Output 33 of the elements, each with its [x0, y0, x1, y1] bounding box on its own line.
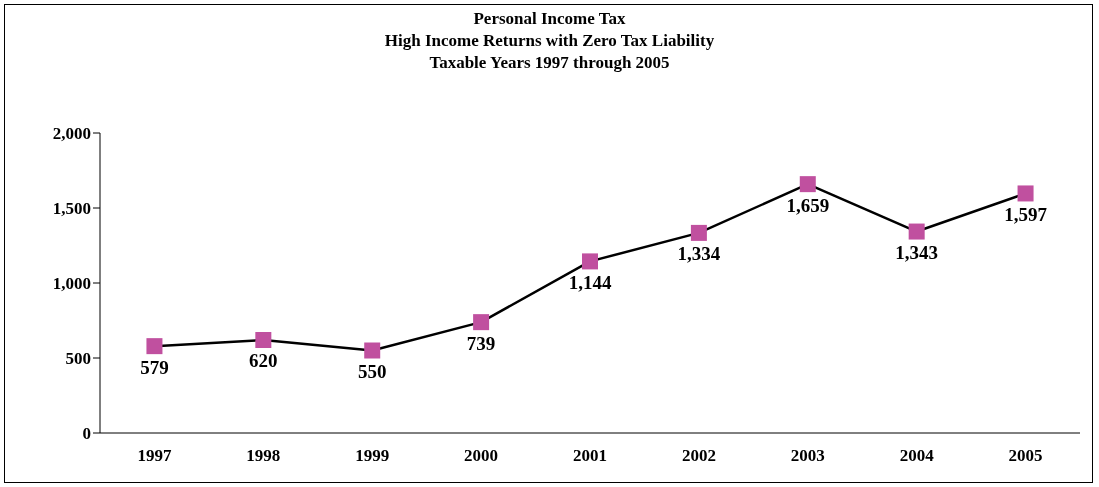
point [908, 223, 925, 240]
x-tick-label: 1998 [246, 446, 281, 466]
point [364, 342, 381, 359]
x-tick-label: 2005 [1008, 446, 1043, 466]
x-tick-label: 1997 [137, 446, 172, 466]
data-label: 579 [140, 356, 169, 378]
point [582, 253, 598, 270]
y-tick-label: 2,000 [52, 124, 91, 144]
point [255, 332, 272, 348]
x-tick-label: 2003 [790, 446, 825, 466]
point [799, 176, 816, 193]
data-label: 1,343 [895, 242, 939, 264]
point [146, 338, 163, 355]
x-tick-label: 2000 [464, 446, 499, 466]
data-label: 1,597 [1004, 203, 1048, 225]
y-tick-label: 1,000 [52, 274, 91, 294]
x-tick-label: 2004 [899, 446, 935, 466]
point [473, 314, 490, 331]
y-tick-label: 500 [65, 349, 91, 369]
x-tick-label: 2002 [681, 446, 716, 466]
x-tick-label: 2001 [573, 446, 607, 466]
data-label: 620 [249, 350, 278, 372]
x-tick-label: 1999 [355, 446, 390, 466]
y-tick-label: 1,500 [52, 199, 91, 219]
point [690, 224, 707, 241]
data-label: 1,334 [677, 243, 721, 265]
data-label: 739 [466, 332, 496, 354]
data-label: 1,659 [786, 194, 830, 216]
chart-title: Personal Income Tax High Income Returns with Zero Tax Liability Taxable Years 1997 through 2005 [383, 8, 716, 74]
data-label: 550 [357, 360, 387, 382]
y-tick-label: 0 [82, 424, 91, 444]
point [1017, 185, 1034, 202]
data-label: 1,144 [568, 271, 612, 293]
